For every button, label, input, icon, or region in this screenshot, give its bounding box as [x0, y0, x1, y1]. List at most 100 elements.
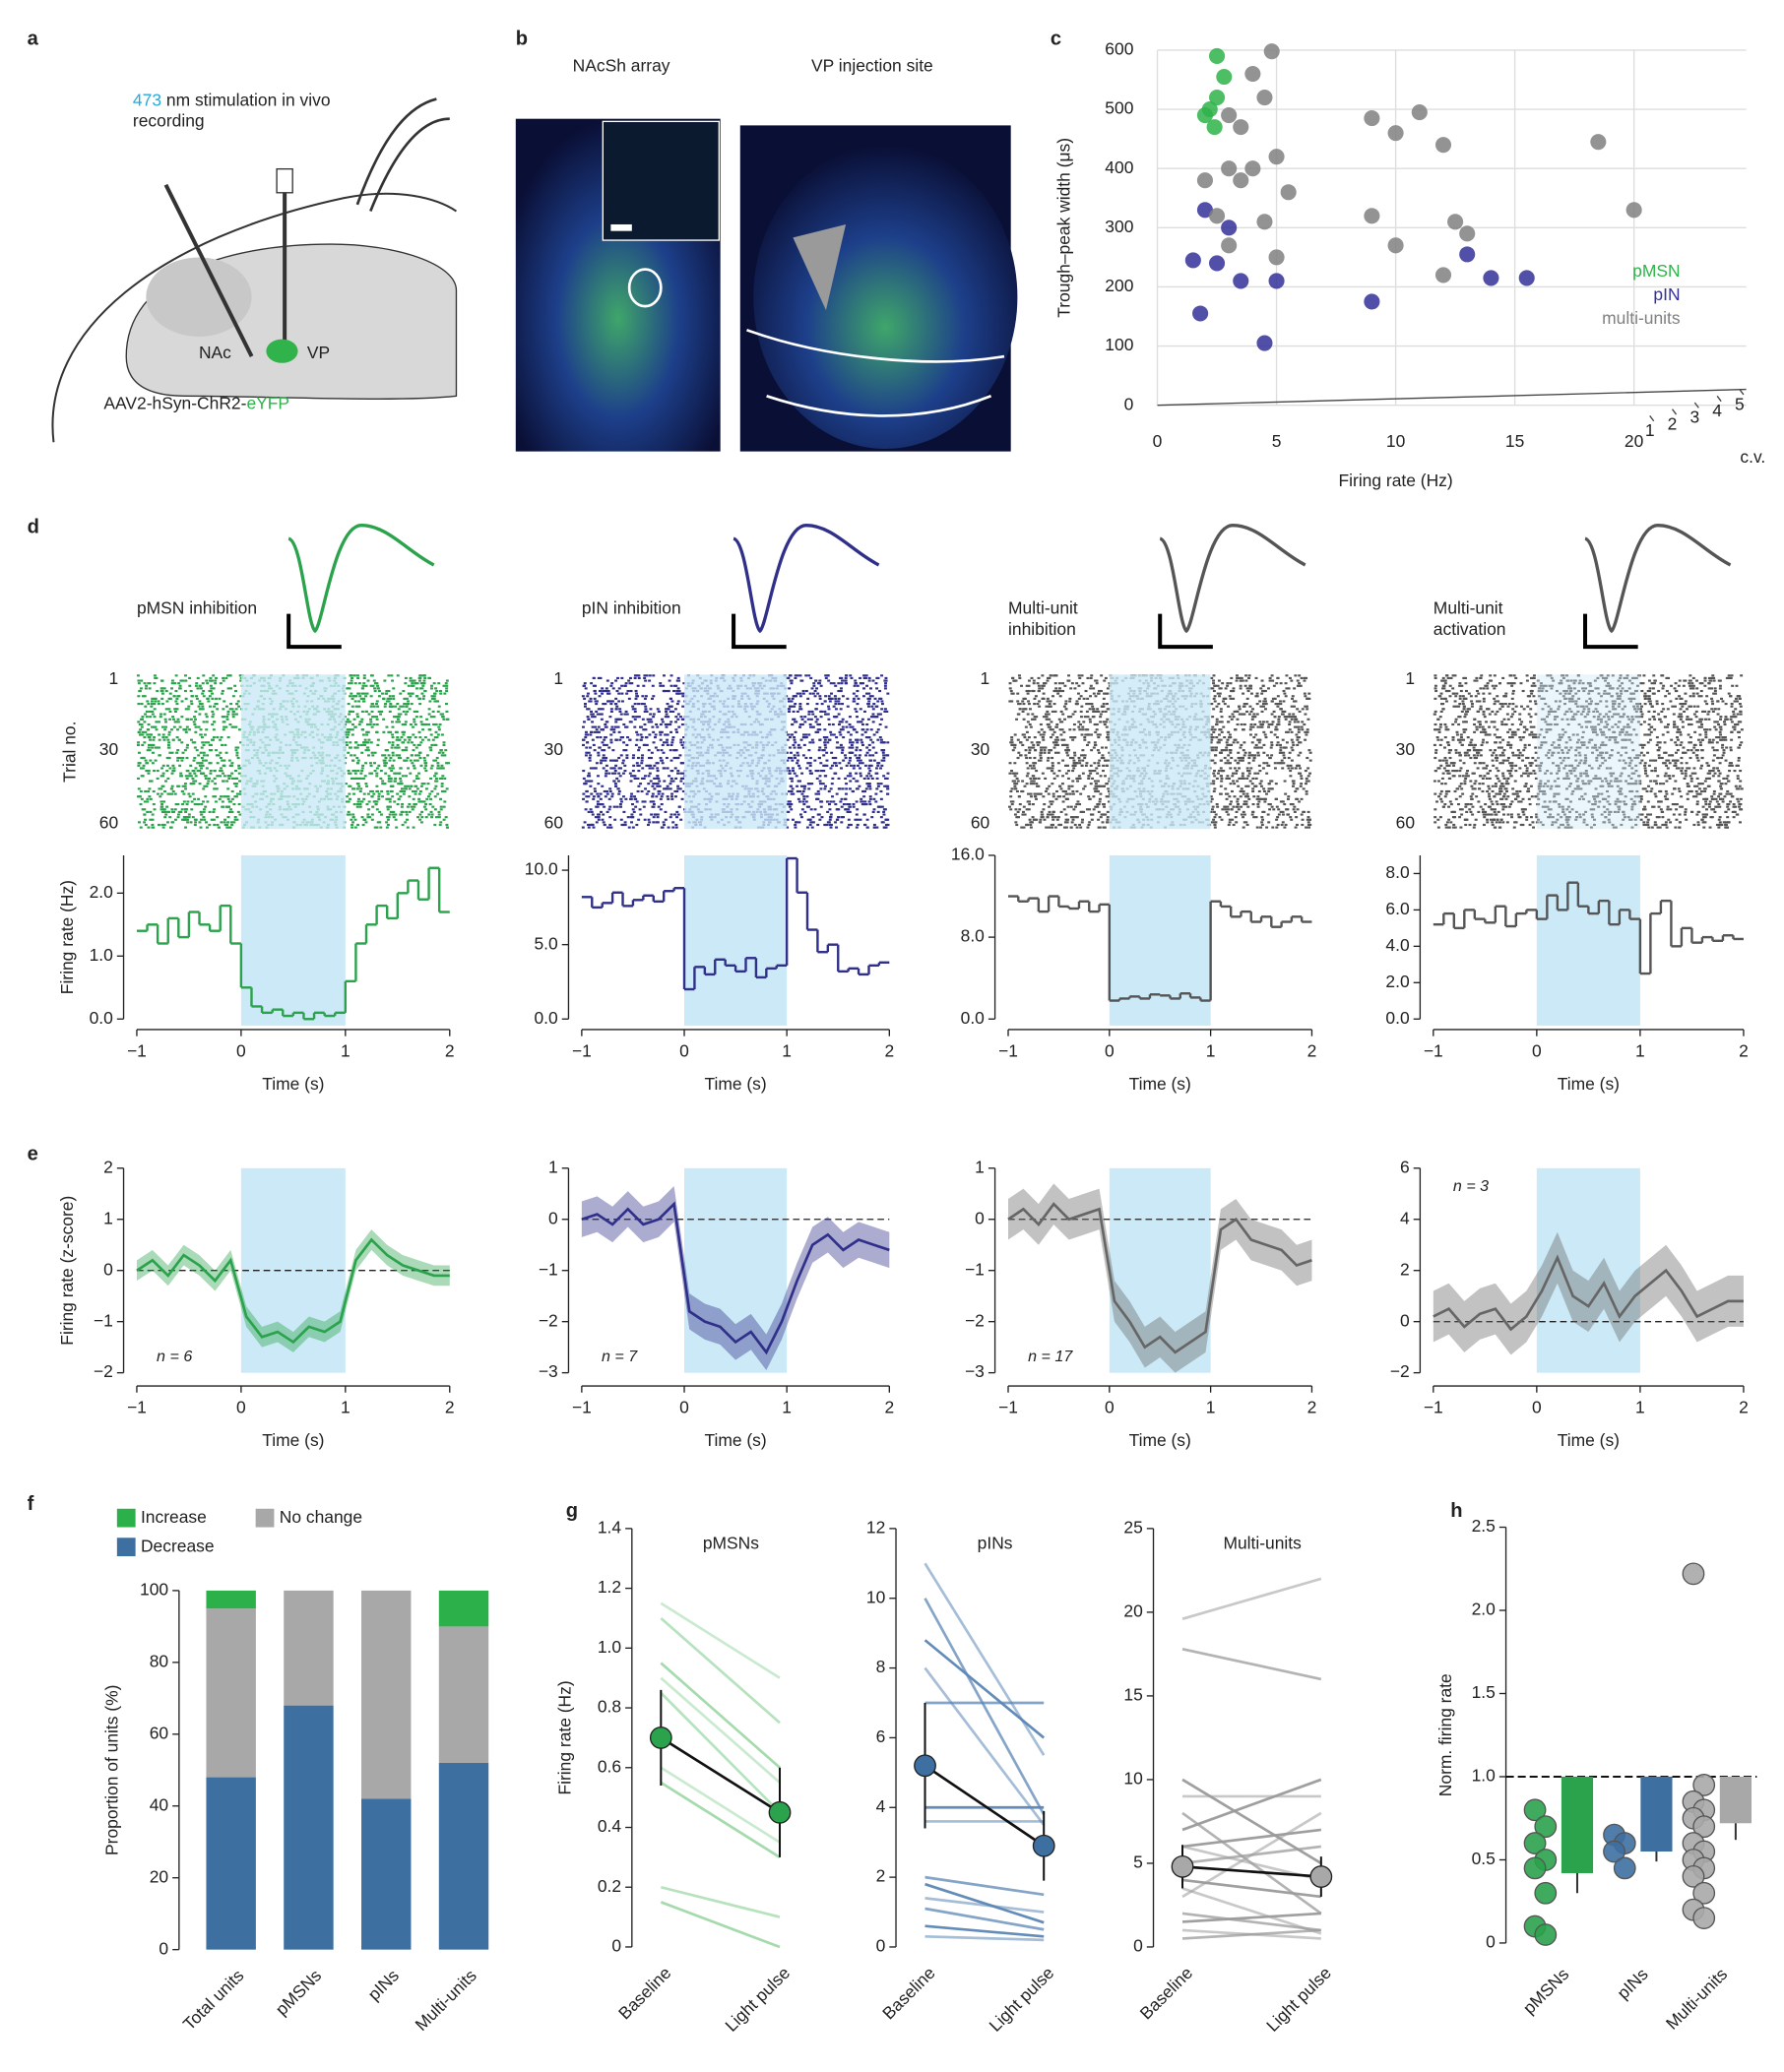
spike: [383, 679, 386, 681]
spike: [394, 813, 397, 815]
spike: [644, 775, 647, 777]
spike: [174, 708, 177, 710]
spike: [835, 827, 838, 829]
spike: [593, 795, 596, 797]
spike: [880, 816, 883, 818]
spike: [357, 783, 360, 785]
y-tick-label: 100: [1105, 335, 1133, 354]
spike: [635, 698, 638, 700]
spike: [443, 800, 446, 802]
spike: [881, 703, 884, 705]
spike: [629, 773, 632, 775]
raster-tick-label: 30: [99, 739, 119, 759]
spike: [875, 716, 878, 718]
spike: [425, 816, 428, 818]
spike: [676, 785, 679, 787]
spike: [226, 713, 229, 715]
spike: [154, 808, 157, 810]
panel-title-box: Multi-unit inhibition: [1008, 597, 1129, 651]
spike: [867, 693, 870, 695]
spike: [852, 803, 855, 805]
spike: [597, 775, 600, 777]
spike: [184, 787, 187, 789]
spike: [445, 703, 448, 705]
spike: [609, 827, 612, 829]
spike: [646, 744, 649, 746]
spike: [857, 765, 860, 767]
spike: [414, 754, 417, 756]
data-point: [1388, 237, 1404, 253]
spike: [429, 798, 432, 800]
spike: [389, 698, 392, 700]
spike: [852, 790, 855, 792]
spike: [143, 821, 146, 823]
spike: [597, 800, 600, 802]
spike: [231, 708, 234, 710]
spike: [153, 770, 156, 772]
spike: [152, 819, 155, 821]
spike: [594, 790, 597, 792]
spike: [609, 760, 612, 762]
spike: [184, 690, 187, 692]
spike: [177, 816, 180, 818]
spike: [368, 713, 371, 715]
spike: [588, 700, 591, 702]
spike: [176, 749, 179, 751]
spike: [669, 787, 672, 789]
spike: [668, 827, 670, 829]
spike: [648, 749, 651, 751]
spike: [141, 723, 144, 725]
spike: [605, 721, 608, 722]
spike: [193, 760, 196, 762]
spike: [652, 716, 655, 718]
spike: [824, 746, 827, 748]
spike: [820, 685, 823, 687]
spike: [809, 723, 812, 725]
y-tick-label: 2.0: [90, 882, 114, 902]
spike: [410, 723, 413, 725]
spike: [798, 726, 801, 728]
spike: [374, 682, 377, 684]
spike: [879, 713, 882, 715]
spike: [415, 775, 418, 777]
image-title-box: VP injection site: [806, 55, 938, 108]
spike: [790, 752, 793, 754]
spike: [409, 708, 412, 710]
spike: [361, 687, 364, 689]
spike: [152, 813, 155, 815]
spike: [409, 811, 412, 813]
spike: [620, 693, 623, 695]
spike: [593, 827, 596, 829]
spike: [371, 716, 374, 718]
spike: [792, 744, 795, 746]
spike: [1305, 677, 1307, 679]
spike: [852, 741, 855, 743]
spike: [1041, 674, 1044, 676]
spike: [630, 690, 633, 692]
spike: [433, 787, 436, 789]
spike: [681, 798, 684, 800]
spike: [601, 693, 604, 695]
spike: [649, 773, 652, 775]
spike: [205, 821, 208, 823]
spike: [415, 687, 418, 689]
spike: [879, 723, 882, 725]
spike: [388, 741, 391, 743]
spike: [1078, 674, 1081, 676]
spike: [627, 679, 630, 681]
spike: [203, 744, 206, 746]
spike: [191, 778, 194, 780]
spike: [235, 819, 238, 821]
spike: [807, 783, 810, 785]
spike: [436, 762, 439, 764]
spike: [236, 793, 239, 795]
spike: [840, 687, 843, 689]
spike: [634, 677, 637, 679]
spike: [624, 726, 627, 728]
spike: [149, 682, 152, 684]
spike: [398, 708, 401, 710]
spike: [416, 787, 419, 789]
spike: [881, 749, 884, 751]
spike: [1095, 679, 1098, 681]
